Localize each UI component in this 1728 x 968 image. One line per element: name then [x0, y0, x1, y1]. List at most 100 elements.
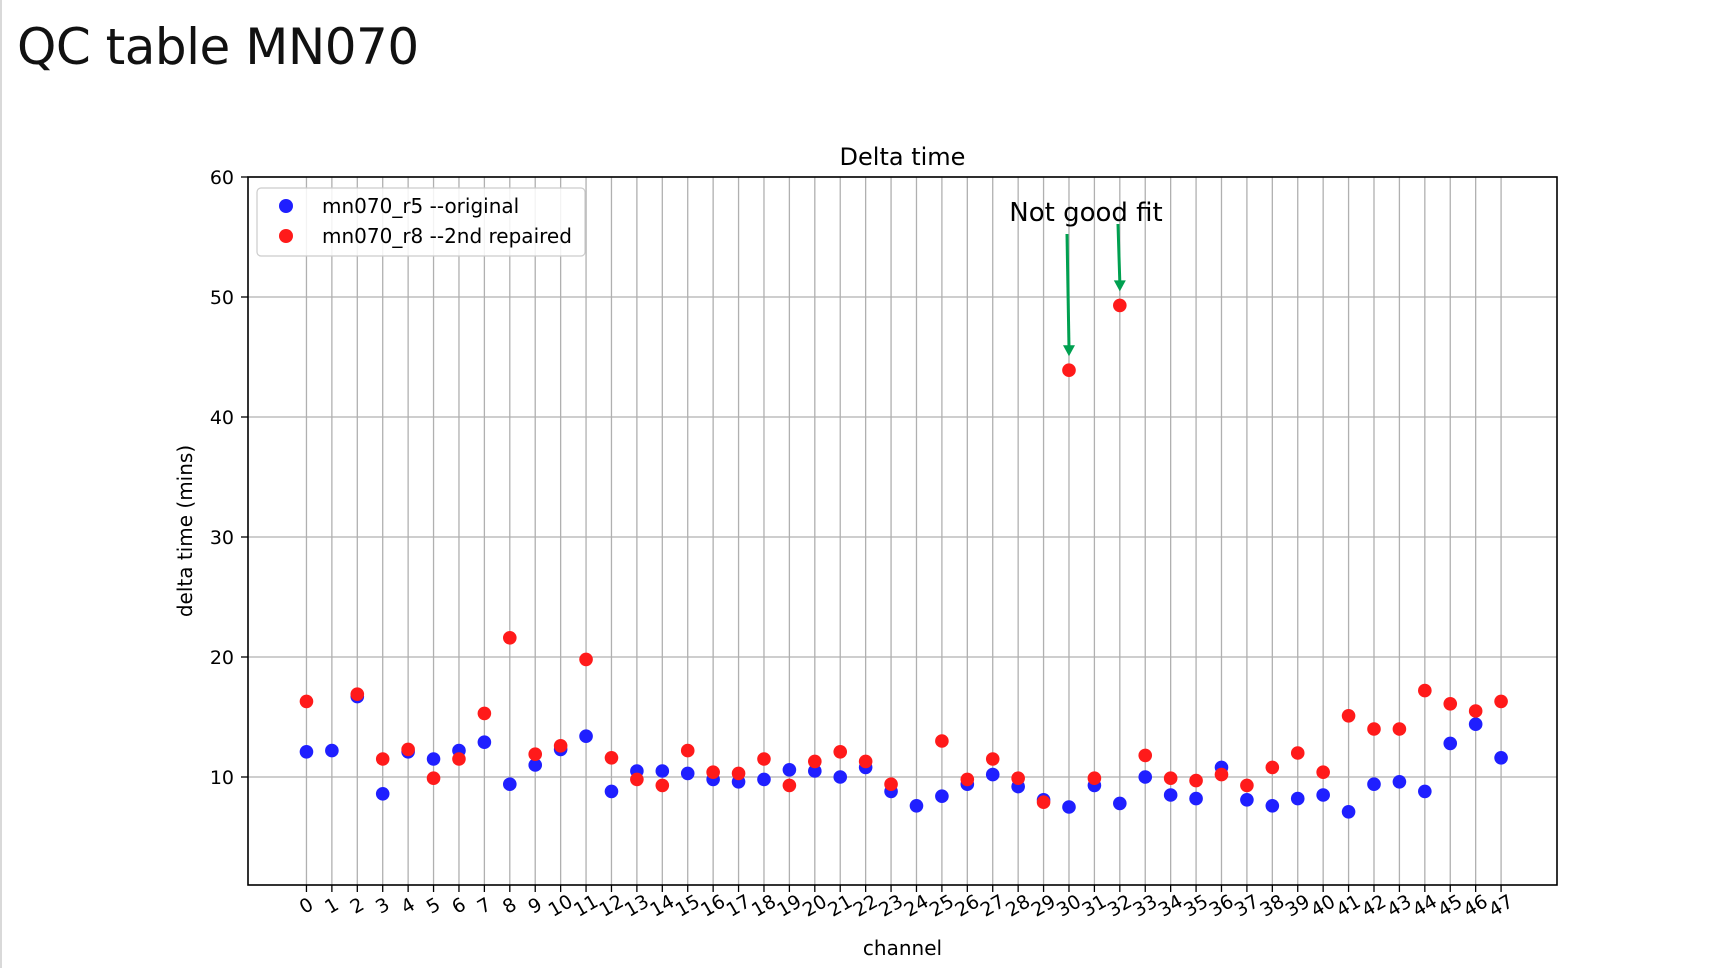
point-original	[655, 764, 670, 778]
y-tick-label: 10	[210, 767, 234, 789]
legend: mn070_r5 --original mn070_r8 --2nd repai…	[256, 187, 586, 257]
point-original	[1418, 784, 1432, 799]
point-repaired	[858, 754, 873, 769]
x-tick-label: 7	[474, 893, 495, 918]
x-tick-label: 8	[499, 893, 520, 918]
y-axis-label: delta time (mins)	[173, 445, 197, 617]
point-original	[1392, 775, 1407, 789]
point-original	[325, 743, 339, 758]
point-original	[1163, 788, 1178, 802]
point-repaired	[1468, 704, 1483, 718]
point-original	[1113, 796, 1127, 811]
point-repaired	[1087, 771, 1102, 785]
y-tick-label: 40	[210, 407, 234, 429]
point-repaired	[1494, 694, 1508, 709]
point-original	[909, 799, 924, 813]
point-original	[604, 784, 619, 799]
point-repaired	[1011, 771, 1025, 785]
point-repaired	[630, 772, 644, 787]
slide-title: QC table MN070	[17, 18, 419, 76]
point-original	[808, 764, 822, 778]
x-tick-label: 6	[448, 893, 469, 918]
legend-marker-repaired	[279, 229, 293, 243]
point-repaired	[1240, 778, 1254, 793]
point-original	[503, 777, 517, 791]
point-original	[1341, 805, 1356, 819]
point-original	[782, 763, 797, 777]
annotation-arrow-head	[1062, 345, 1075, 357]
point-original	[833, 770, 848, 784]
point-original	[528, 758, 543, 772]
x-tick-label: 9	[524, 893, 545, 918]
point-repaired	[1418, 683, 1432, 698]
point-original	[757, 772, 771, 787]
point-repaired	[477, 706, 492, 721]
scatter-points	[299, 298, 1508, 819]
point-repaired	[579, 652, 593, 667]
point-original	[1265, 799, 1280, 813]
point-original	[680, 766, 695, 781]
y-tick-label: 30	[210, 527, 234, 549]
point-repaired	[299, 694, 314, 709]
point-repaired	[884, 777, 898, 791]
point-original	[477, 735, 492, 749]
x-tick-label: 4	[397, 893, 418, 918]
point-repaired	[1367, 722, 1381, 736]
point-repaired	[960, 772, 975, 787]
point-repaired	[1062, 363, 1076, 378]
point-repaired	[680, 743, 695, 758]
point-repaired	[1036, 795, 1051, 809]
point-repaired	[503, 631, 517, 645]
annotation: Not good fit	[1009, 198, 1163, 357]
point-repaired	[528, 747, 543, 761]
point-original	[1468, 717, 1483, 731]
legend-label-repaired: mn070_r8 --2nd repaired	[322, 224, 572, 248]
point-original	[1138, 770, 1153, 784]
chart-title: Delta time	[840, 143, 966, 171]
point-repaired	[655, 778, 670, 793]
point-repaired	[808, 754, 822, 769]
point-repaired	[731, 766, 746, 781]
annotation-text: Not good fit	[1009, 198, 1162, 228]
point-original	[299, 745, 314, 759]
legend-marker-original	[279, 199, 293, 213]
plot-area	[248, 177, 1557, 885]
point-original	[426, 752, 441, 766]
point-original	[1062, 800, 1076, 814]
slide-left-border	[0, 0, 2, 968]
annotation-arrow-shaft	[1065, 233, 1071, 348]
point-repaired	[553, 739, 568, 753]
point-repaired	[782, 778, 797, 793]
point-repaired	[1290, 746, 1305, 760]
legend-box	[256, 187, 586, 257]
x-tick-label: 2	[347, 893, 368, 918]
point-repaired	[1189, 773, 1203, 788]
annotation-arrow-shaft	[1116, 223, 1122, 283]
point-repaired	[350, 687, 365, 701]
point-repaired	[375, 752, 390, 766]
point-original	[1240, 793, 1254, 807]
point-repaired	[1163, 771, 1178, 785]
point-repaired	[1341, 709, 1356, 723]
point-repaired	[757, 752, 771, 766]
point-repaired	[1265, 760, 1280, 775]
point-repaired	[426, 771, 441, 785]
point-repaired	[985, 752, 1000, 766]
point-repaired	[1316, 765, 1330, 779]
x-tick-label: 1	[321, 893, 342, 918]
x-axis-label: channel	[863, 936, 942, 960]
y-tick-label: 20	[210, 647, 234, 669]
point-repaired	[401, 742, 415, 757]
y-tick-label: 50	[210, 287, 234, 309]
point-repaired	[1392, 722, 1407, 736]
point-original	[1290, 791, 1305, 806]
point-original	[1316, 788, 1330, 802]
x-tick-label: 3	[372, 893, 393, 918]
point-repaired	[1113, 298, 1127, 313]
point-original	[985, 767, 1000, 782]
point-repaired	[604, 751, 619, 765]
point-repaired	[452, 752, 466, 766]
legend-label-original: mn070_r5 --original	[322, 194, 519, 218]
point-original	[375, 787, 390, 801]
